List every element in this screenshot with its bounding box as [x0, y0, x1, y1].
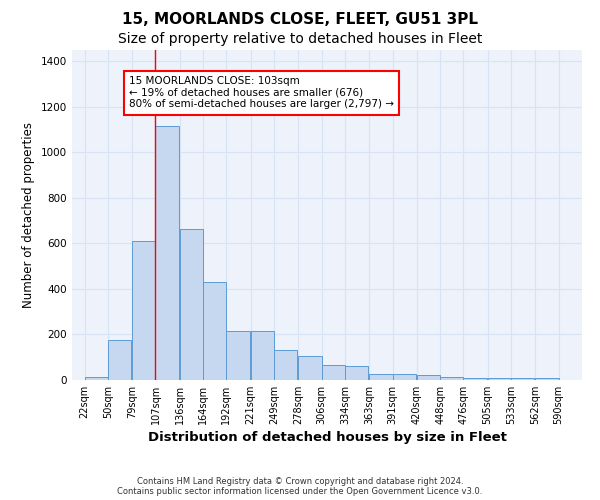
Bar	[488, 378, 511, 380]
Bar	[511, 378, 535, 380]
Bar	[85, 376, 108, 380]
Bar	[251, 331, 274, 380]
Bar	[226, 331, 250, 380]
Bar	[535, 378, 559, 380]
Bar	[179, 228, 203, 380]
Text: Contains HM Land Registry data © Crown copyright and database right 2024.: Contains HM Land Registry data © Crown c…	[137, 477, 463, 486]
Text: 15 MOORLANDS CLOSE: 103sqm
← 19% of detached houses are smaller (676)
80% of sem: 15 MOORLANDS CLOSE: 103sqm ← 19% of deta…	[129, 76, 394, 110]
Bar	[322, 365, 345, 380]
Text: 15, MOORLANDS CLOSE, FLEET, GU51 3PL: 15, MOORLANDS CLOSE, FLEET, GU51 3PL	[122, 12, 478, 28]
Bar	[274, 350, 298, 380]
Text: Size of property relative to detached houses in Fleet: Size of property relative to detached ho…	[118, 32, 482, 46]
Bar	[463, 378, 487, 380]
Bar	[132, 241, 155, 380]
Bar	[345, 366, 368, 380]
Bar	[392, 374, 416, 380]
X-axis label: Distribution of detached houses by size in Fleet: Distribution of detached houses by size …	[148, 431, 506, 444]
Y-axis label: Number of detached properties: Number of detached properties	[22, 122, 35, 308]
Bar	[369, 374, 392, 380]
Bar	[440, 377, 463, 380]
Bar	[298, 356, 322, 380]
Bar	[108, 340, 131, 380]
Bar	[417, 376, 440, 380]
Bar	[155, 126, 179, 380]
Text: Contains public sector information licensed under the Open Government Licence v3: Contains public sector information licen…	[118, 487, 482, 496]
Bar	[203, 282, 226, 380]
